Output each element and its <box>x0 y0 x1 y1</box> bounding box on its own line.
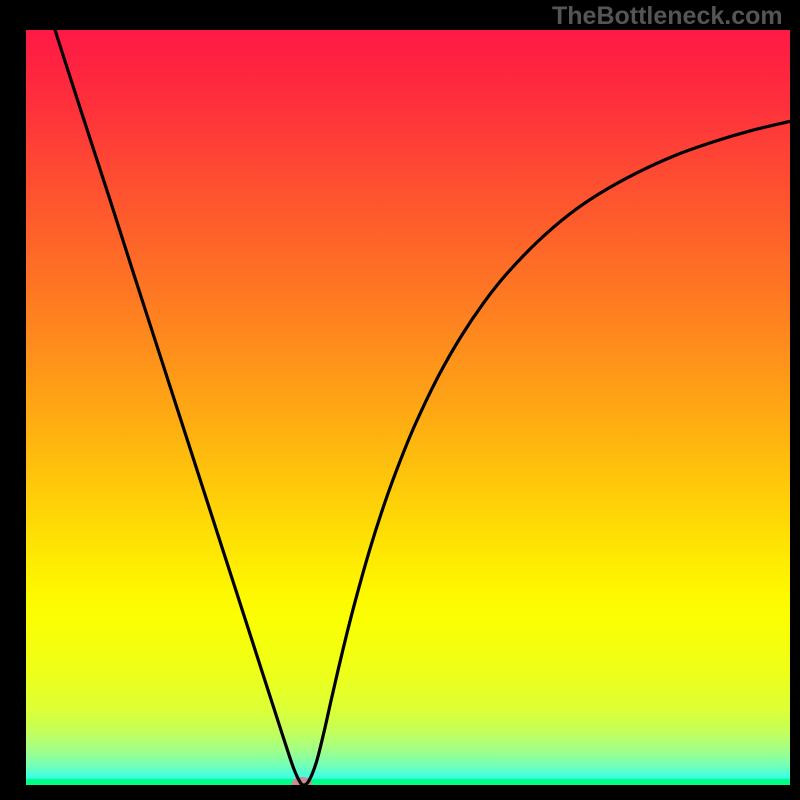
chart-canvas: TheBottleneck.com <box>0 0 800 800</box>
watermark-text: TheBottleneck.com <box>552 2 783 31</box>
chart-svg <box>0 0 800 800</box>
bottom-strip <box>26 779 790 785</box>
plot-gradient-bg <box>26 30 790 785</box>
